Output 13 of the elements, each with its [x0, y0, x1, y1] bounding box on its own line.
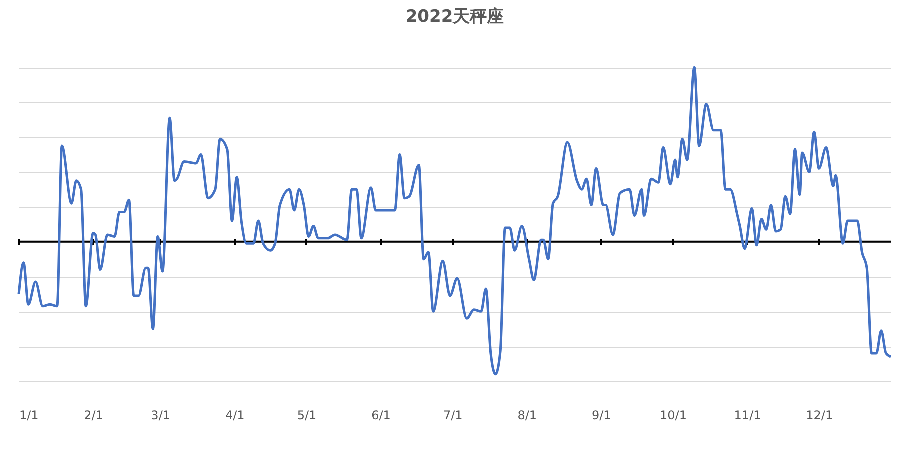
x-tick-label: 1/1	[20, 408, 39, 422]
chart-title: 2022天秤座	[406, 7, 504, 27]
x-tick-label: 7/1	[443, 408, 463, 422]
x-tick-label: 3/1	[151, 408, 170, 422]
x-tick-label: 6/1	[372, 408, 391, 422]
x-tick-label: 4/1	[225, 408, 245, 422]
x-tick-label: 12/1	[806, 408, 834, 422]
x-tick-label: 11/1	[734, 408, 762, 422]
x-tick-label: 10/1	[660, 408, 687, 422]
x-tick-label: 5/1	[297, 408, 317, 422]
x-tick-label: 9/1	[592, 408, 612, 422]
x-tick-label: 8/1	[518, 408, 538, 422]
x-tick-label: 2/1	[84, 408, 104, 422]
